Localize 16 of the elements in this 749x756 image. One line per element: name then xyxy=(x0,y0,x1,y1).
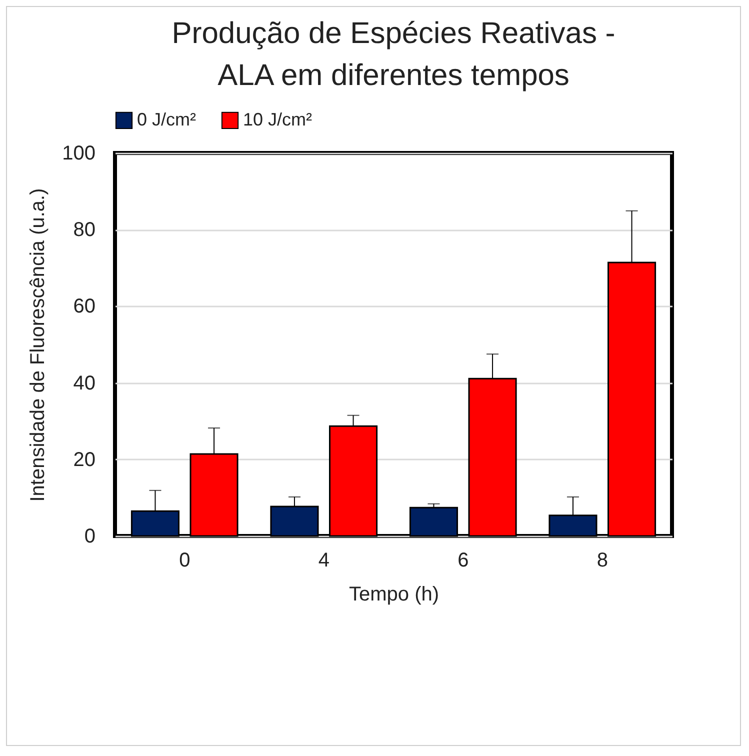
x-axis-title: Tempo (h) xyxy=(348,584,440,606)
text: Produção de Espécies Reativas - xyxy=(172,17,616,50)
x-tick-label: 0 xyxy=(179,550,190,572)
x-tick-label: 8 xyxy=(596,550,608,572)
x-tick-label: 6 xyxy=(458,550,469,572)
x-tick-label: 4 xyxy=(318,550,330,572)
y-tick-label: 80 xyxy=(73,219,96,242)
y-tick-label: 100 xyxy=(62,142,96,164)
legend-label: 10 J/cm² xyxy=(243,109,312,130)
y-tick-label: 20 xyxy=(73,448,96,471)
y-tick-label: 60 xyxy=(73,296,96,318)
text: ALA em diferentes tempos xyxy=(218,59,570,92)
y-tick-label: 0 xyxy=(84,526,96,548)
legend-label: 0 J/cm² xyxy=(137,109,196,130)
y-axis-title: Intensidade de Fluorescência (u.a.) xyxy=(27,188,50,502)
y-tick-label: 40 xyxy=(73,372,96,394)
